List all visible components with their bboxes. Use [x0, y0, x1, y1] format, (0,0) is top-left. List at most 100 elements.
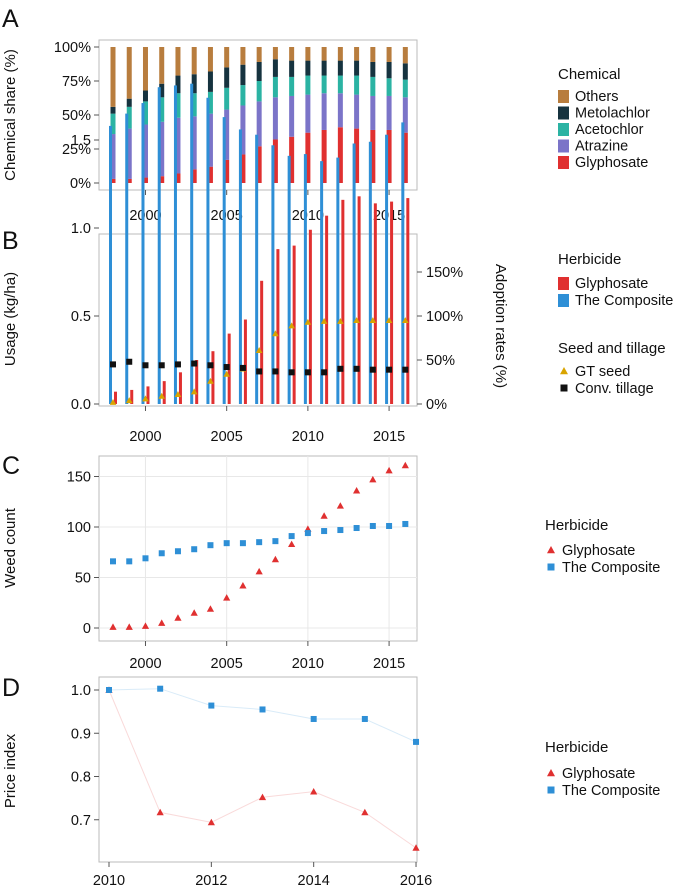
point-composite: [208, 702, 215, 709]
point-composite: [142, 555, 149, 562]
bar-others: [256, 47, 262, 62]
x-tick-label: 2010: [292, 429, 324, 445]
bar-others: [402, 47, 408, 64]
bar-glyphosate: [110, 178, 116, 183]
bar-glyphosate: [146, 386, 150, 404]
bar-acetochlor: [337, 75, 343, 94]
bar-composite: [352, 143, 356, 404]
point-glyphosate: [141, 622, 150, 629]
point-composite: [174, 548, 181, 555]
bar-glyphosate: [337, 127, 343, 183]
bar-glyphosate: [211, 351, 215, 404]
point-conv-tillage: [321, 369, 328, 376]
bar-metolachlor: [191, 74, 197, 94]
y-tick-label: 0%: [70, 176, 91, 192]
legend-key-acetochlor: [558, 123, 569, 136]
y-tick-label: 1.5: [71, 133, 91, 149]
point-glyphosate: [109, 623, 117, 630]
bar-others: [159, 47, 165, 84]
bar-atrazine: [289, 95, 295, 137]
bar-acetochlor: [402, 79, 408, 98]
point-glyphosate: [353, 487, 361, 494]
bar-atrazine: [354, 94, 360, 129]
point-gt-seed: [320, 317, 328, 324]
bar-acetochlor: [386, 78, 392, 96]
legend-key: [547, 563, 555, 571]
plot-frame: [98, 455, 418, 642]
bar-glyphosate: [390, 201, 394, 404]
bar-glyphosate: [240, 154, 246, 183]
bar-glyphosate: [195, 360, 199, 404]
point-glyphosate: [156, 808, 164, 816]
panel-label-c: C: [2, 452, 20, 480]
point-glyphosate: [310, 788, 318, 795]
legend-item: Glyphosate: [575, 276, 648, 292]
bar-composite: [287, 155, 291, 404]
bar-acetochlor: [272, 76, 278, 98]
legend-item: Acetochlor: [575, 122, 644, 138]
bar-others: [386, 47, 392, 62]
point-conv-tillage: [207, 362, 214, 369]
bar-metolachlor: [337, 60, 343, 76]
point-conv-tillage: [142, 362, 149, 369]
bar-acetochlor: [240, 85, 246, 106]
point-composite: [239, 540, 246, 547]
legend-key-others: [558, 90, 569, 103]
legend-item: Atrazine: [575, 139, 628, 155]
legend: Chemical OthersMetolachlorAcetochlorAtraz…: [558, 66, 650, 171]
bar-glyphosate: [243, 319, 247, 404]
bar-others: [142, 47, 148, 91]
bar-others: [337, 47, 343, 61]
bar-glyphosate: [292, 245, 296, 404]
point-glyphosate: [223, 594, 231, 601]
bar-acetochlor: [321, 75, 327, 94]
point-composite: [402, 520, 409, 527]
bar-glyphosate: [178, 372, 182, 404]
legend-item: The Composite: [562, 783, 660, 799]
panel-b: B 0.0 0.5 1.0 1.5 0% 50% 100% 150% 2000 2005 2010 20…: [2, 83, 673, 445]
x-tick-label: 2000: [129, 208, 161, 224]
bar-composite: [109, 125, 112, 405]
bar-glyphosate: [341, 199, 345, 404]
legend-key-conv-tillage: [560, 384, 568, 392]
bar-metolachlor: [305, 60, 311, 76]
x-tick-label: 2005: [211, 208, 243, 224]
bar-others: [175, 47, 181, 76]
point-composite: [207, 542, 214, 549]
y-tick-label: 0.9: [71, 726, 91, 742]
x-tick-label: 2010: [93, 873, 125, 889]
point-gt-seed: [337, 317, 344, 324]
point-conv-tillage: [272, 368, 279, 375]
bar-acetochlor: [142, 101, 148, 125]
bar-others: [354, 47, 360, 61]
bar-acetochlor: [207, 91, 213, 114]
legend-item: Metolachlor: [575, 106, 650, 122]
bar-acetochlor: [289, 76, 295, 96]
y-tick-label: 100%: [54, 40, 91, 56]
bar-atrazine: [321, 93, 327, 130]
point-composite: [256, 539, 263, 546]
series-line: [108, 689, 417, 849]
panel-label-a: A: [2, 5, 19, 33]
point-composite: [321, 528, 328, 535]
bar-others: [305, 47, 311, 61]
bar-glyphosate: [260, 280, 264, 404]
point-composite: [110, 558, 116, 565]
x-tick-label: 2010: [292, 656, 324, 672]
point-composite: [310, 715, 317, 722]
bar-acetochlor: [110, 113, 116, 135]
x-tick-label: 2016: [400, 873, 432, 889]
point-conv-tillage: [191, 360, 198, 367]
point-conv-tillage: [126, 358, 133, 365]
y-tick-label: 1.0: [71, 221, 91, 237]
bar-composite: [157, 87, 161, 404]
bar-metolachlor: [240, 64, 246, 86]
x-tick-label: 2000: [129, 429, 161, 445]
legend-item: Glyphosate: [575, 155, 648, 171]
point-conv-tillage: [288, 369, 295, 376]
bar-glyphosate: [159, 176, 165, 183]
bar-glyphosate: [207, 166, 213, 183]
y-axis-label: Chemical share (%): [2, 49, 19, 181]
point-glyphosate: [412, 844, 420, 851]
point-gt-seed: [385, 317, 393, 324]
